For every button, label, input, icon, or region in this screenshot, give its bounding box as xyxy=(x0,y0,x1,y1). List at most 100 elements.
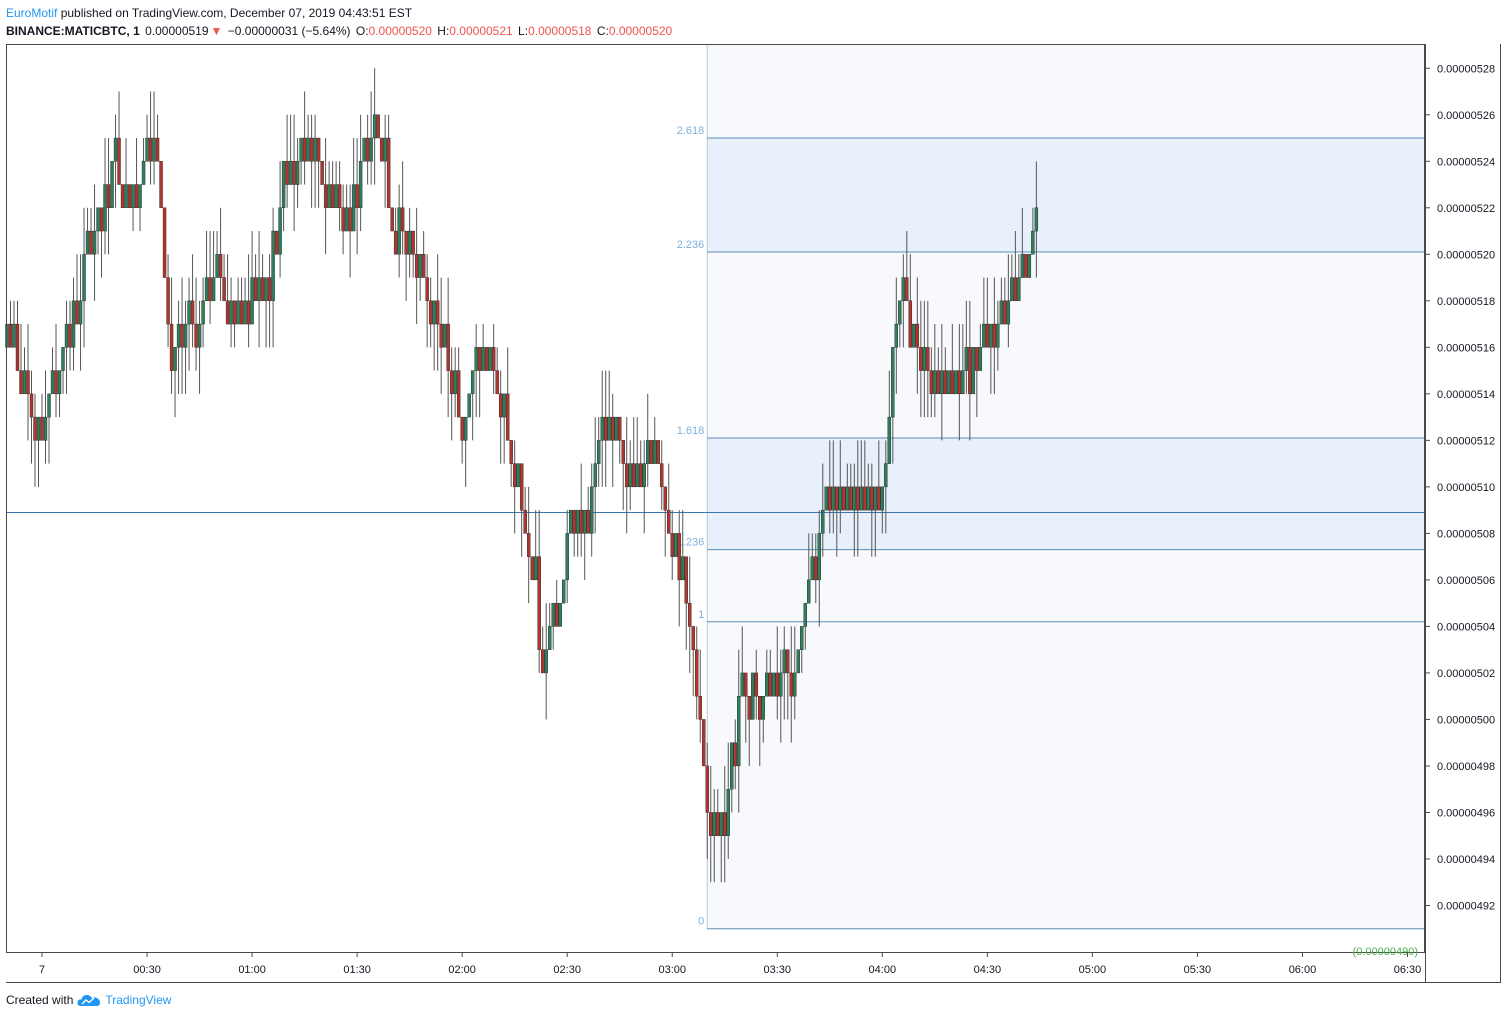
candle-down xyxy=(393,230,398,255)
fib-level-label: 2.236 xyxy=(677,239,705,251)
candle-up xyxy=(257,277,261,302)
candle-down xyxy=(523,509,527,534)
candle-up xyxy=(642,463,646,488)
price-tick-label: 0.00000524 xyxy=(1437,156,1495,168)
candle-up xyxy=(779,672,783,697)
candle-down xyxy=(733,742,737,767)
candle-down xyxy=(376,114,380,139)
fib-band xyxy=(707,251,1425,439)
time-tick-label: 01:30 xyxy=(343,964,371,976)
open-label: O: xyxy=(355,24,369,38)
candle-up xyxy=(183,323,188,348)
candle-up xyxy=(628,463,632,488)
candle-up xyxy=(996,323,1000,348)
fib-extension[interactable]: 0 1 1.236 1.618 2.236 2.618 xyxy=(677,45,1425,930)
candle-up xyxy=(432,300,436,325)
candle-up xyxy=(96,207,100,232)
candle-down xyxy=(586,509,590,534)
price-tick-label: 0.00000494 xyxy=(1437,854,1495,866)
price-tick-label: 0.00000502 xyxy=(1437,668,1495,680)
candle-up xyxy=(821,509,825,534)
candle-down xyxy=(519,463,524,511)
candle-down xyxy=(404,230,408,255)
candle-up xyxy=(887,416,892,464)
candle-down xyxy=(495,370,499,395)
candle-up xyxy=(1031,230,1035,255)
candle-down xyxy=(540,649,545,674)
candle-down xyxy=(162,207,167,278)
candle-up xyxy=(229,300,233,325)
candle-down xyxy=(180,323,184,348)
candle-up xyxy=(1027,254,1032,278)
high-value: 0.00000521 xyxy=(449,24,513,38)
time-tick-label: 06:30 xyxy=(1394,964,1422,976)
price-tick-label: 0.00000518 xyxy=(1437,296,1495,308)
candle-down xyxy=(54,370,58,395)
candle-down xyxy=(323,184,328,208)
candle-up xyxy=(131,184,135,208)
candle-up xyxy=(453,370,457,395)
footer: Created with TradingView xyxy=(6,992,171,1008)
publish-line: EuroMotif published on TradingView.com, … xyxy=(6,4,674,22)
candle-up xyxy=(173,347,177,371)
candle-up xyxy=(653,440,657,464)
candle-down xyxy=(99,207,104,232)
tradingview-brand[interactable]: TradingView xyxy=(105,993,172,1007)
candle-down xyxy=(316,137,321,162)
candle-up xyxy=(470,370,475,395)
candle-up xyxy=(982,323,986,348)
candle-up xyxy=(978,347,983,371)
candle-down xyxy=(835,486,839,511)
candle-down xyxy=(425,277,429,302)
candle-down xyxy=(611,416,615,441)
candle-up xyxy=(327,184,331,208)
candle-down xyxy=(421,254,426,278)
candle-up xyxy=(561,579,566,604)
candle-down xyxy=(117,137,121,185)
candle-up xyxy=(12,323,16,348)
close-value: 0.00000520 xyxy=(608,24,673,38)
price-axis[interactable]: 0.00000528 0.00000526 0.00000524 0.00000522… xyxy=(1353,63,1496,958)
candle-up xyxy=(803,602,807,627)
candle-down xyxy=(530,556,534,581)
candle-down xyxy=(842,486,846,511)
candle-up xyxy=(243,300,247,325)
candle-down xyxy=(435,300,440,325)
candle-down xyxy=(975,347,979,371)
candle-down xyxy=(621,440,625,464)
fib-band xyxy=(707,438,1425,550)
time-tick-label: 02:30 xyxy=(553,964,581,976)
candle-up xyxy=(369,137,373,162)
candle-down xyxy=(702,719,706,767)
candle-down xyxy=(348,207,352,232)
candle-down xyxy=(40,416,44,441)
candle-up xyxy=(334,184,338,208)
candle-up xyxy=(933,370,937,395)
candle-up xyxy=(824,486,828,511)
candle-up xyxy=(674,533,678,557)
candle-up xyxy=(85,230,90,255)
candle-up xyxy=(730,742,734,790)
time-tick-label: 02:00 xyxy=(448,964,476,976)
author-link[interactable]: EuroMotif xyxy=(6,6,58,20)
candle-up xyxy=(880,486,885,511)
candle-up xyxy=(971,347,976,395)
price-tick-label: 0.00000504 xyxy=(1437,621,1495,633)
price-tick-label: 0.00000528 xyxy=(1437,63,1495,75)
price-tick-label: 0.00000500 xyxy=(1437,714,1495,726)
candle-up xyxy=(576,509,580,534)
low-price-label: (0.00000490) xyxy=(1353,946,1418,958)
candle-down xyxy=(159,161,163,208)
candle-up xyxy=(1034,207,1039,232)
candle-up xyxy=(635,463,639,488)
candle-down xyxy=(572,509,576,534)
candle-up xyxy=(894,323,899,348)
time-axis[interactable]: 7 00:30 01:00 01:30 02:00 02:30 03:00 03:30 04:0… xyxy=(39,952,1421,976)
time-tick-label: 05:30 xyxy=(1184,964,1212,976)
candle-up xyxy=(782,649,786,674)
candle-down xyxy=(744,672,748,697)
candle-up xyxy=(1017,277,1021,302)
candle-down xyxy=(908,300,913,348)
candle-down xyxy=(19,370,23,395)
